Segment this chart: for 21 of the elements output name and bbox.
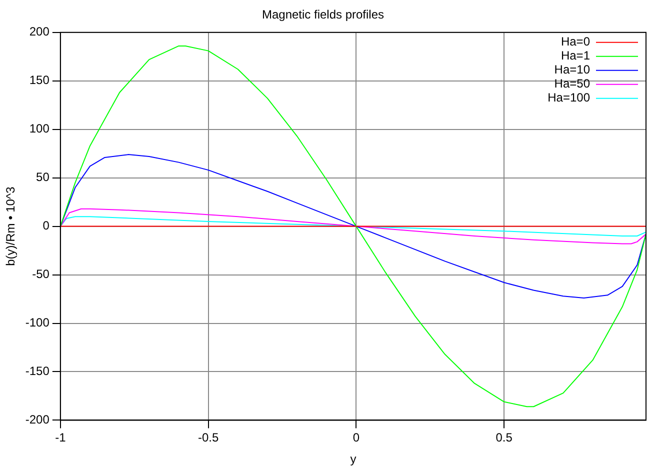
legend-label: Ha=100: [548, 90, 590, 105]
y-tick-label: 100: [29, 122, 50, 136]
y-tick-label: 200: [29, 24, 50, 39]
x-tick-label: 0: [352, 430, 360, 445]
x-tick-label: -0.5: [198, 430, 219, 445]
legend-label: Ha=1: [560, 48, 590, 63]
y-tick-label: 50: [36, 170, 50, 184]
legend-label: Ha=50: [554, 76, 590, 91]
y-tick-label: -50: [32, 267, 50, 282]
y-tick-label: -150: [25, 364, 50, 378]
y-tick-label: -200: [25, 412, 50, 427]
y-tick-label: 0: [42, 218, 50, 233]
x-axis-title: y: [350, 452, 356, 466]
x-tick-label: -1: [55, 430, 66, 445]
legend-label: Ha=10: [554, 62, 590, 77]
y-axis-title: b(y)/Rm • 10^3: [4, 186, 18, 266]
y-tick-label: 150: [29, 73, 50, 88]
x-tick-label: 0.5: [496, 430, 513, 445]
chart-title: Magnetic fields profiles: [262, 8, 384, 22]
y-tick-label: -100: [25, 316, 50, 330]
legend-label: Ha=0: [560, 34, 590, 49]
